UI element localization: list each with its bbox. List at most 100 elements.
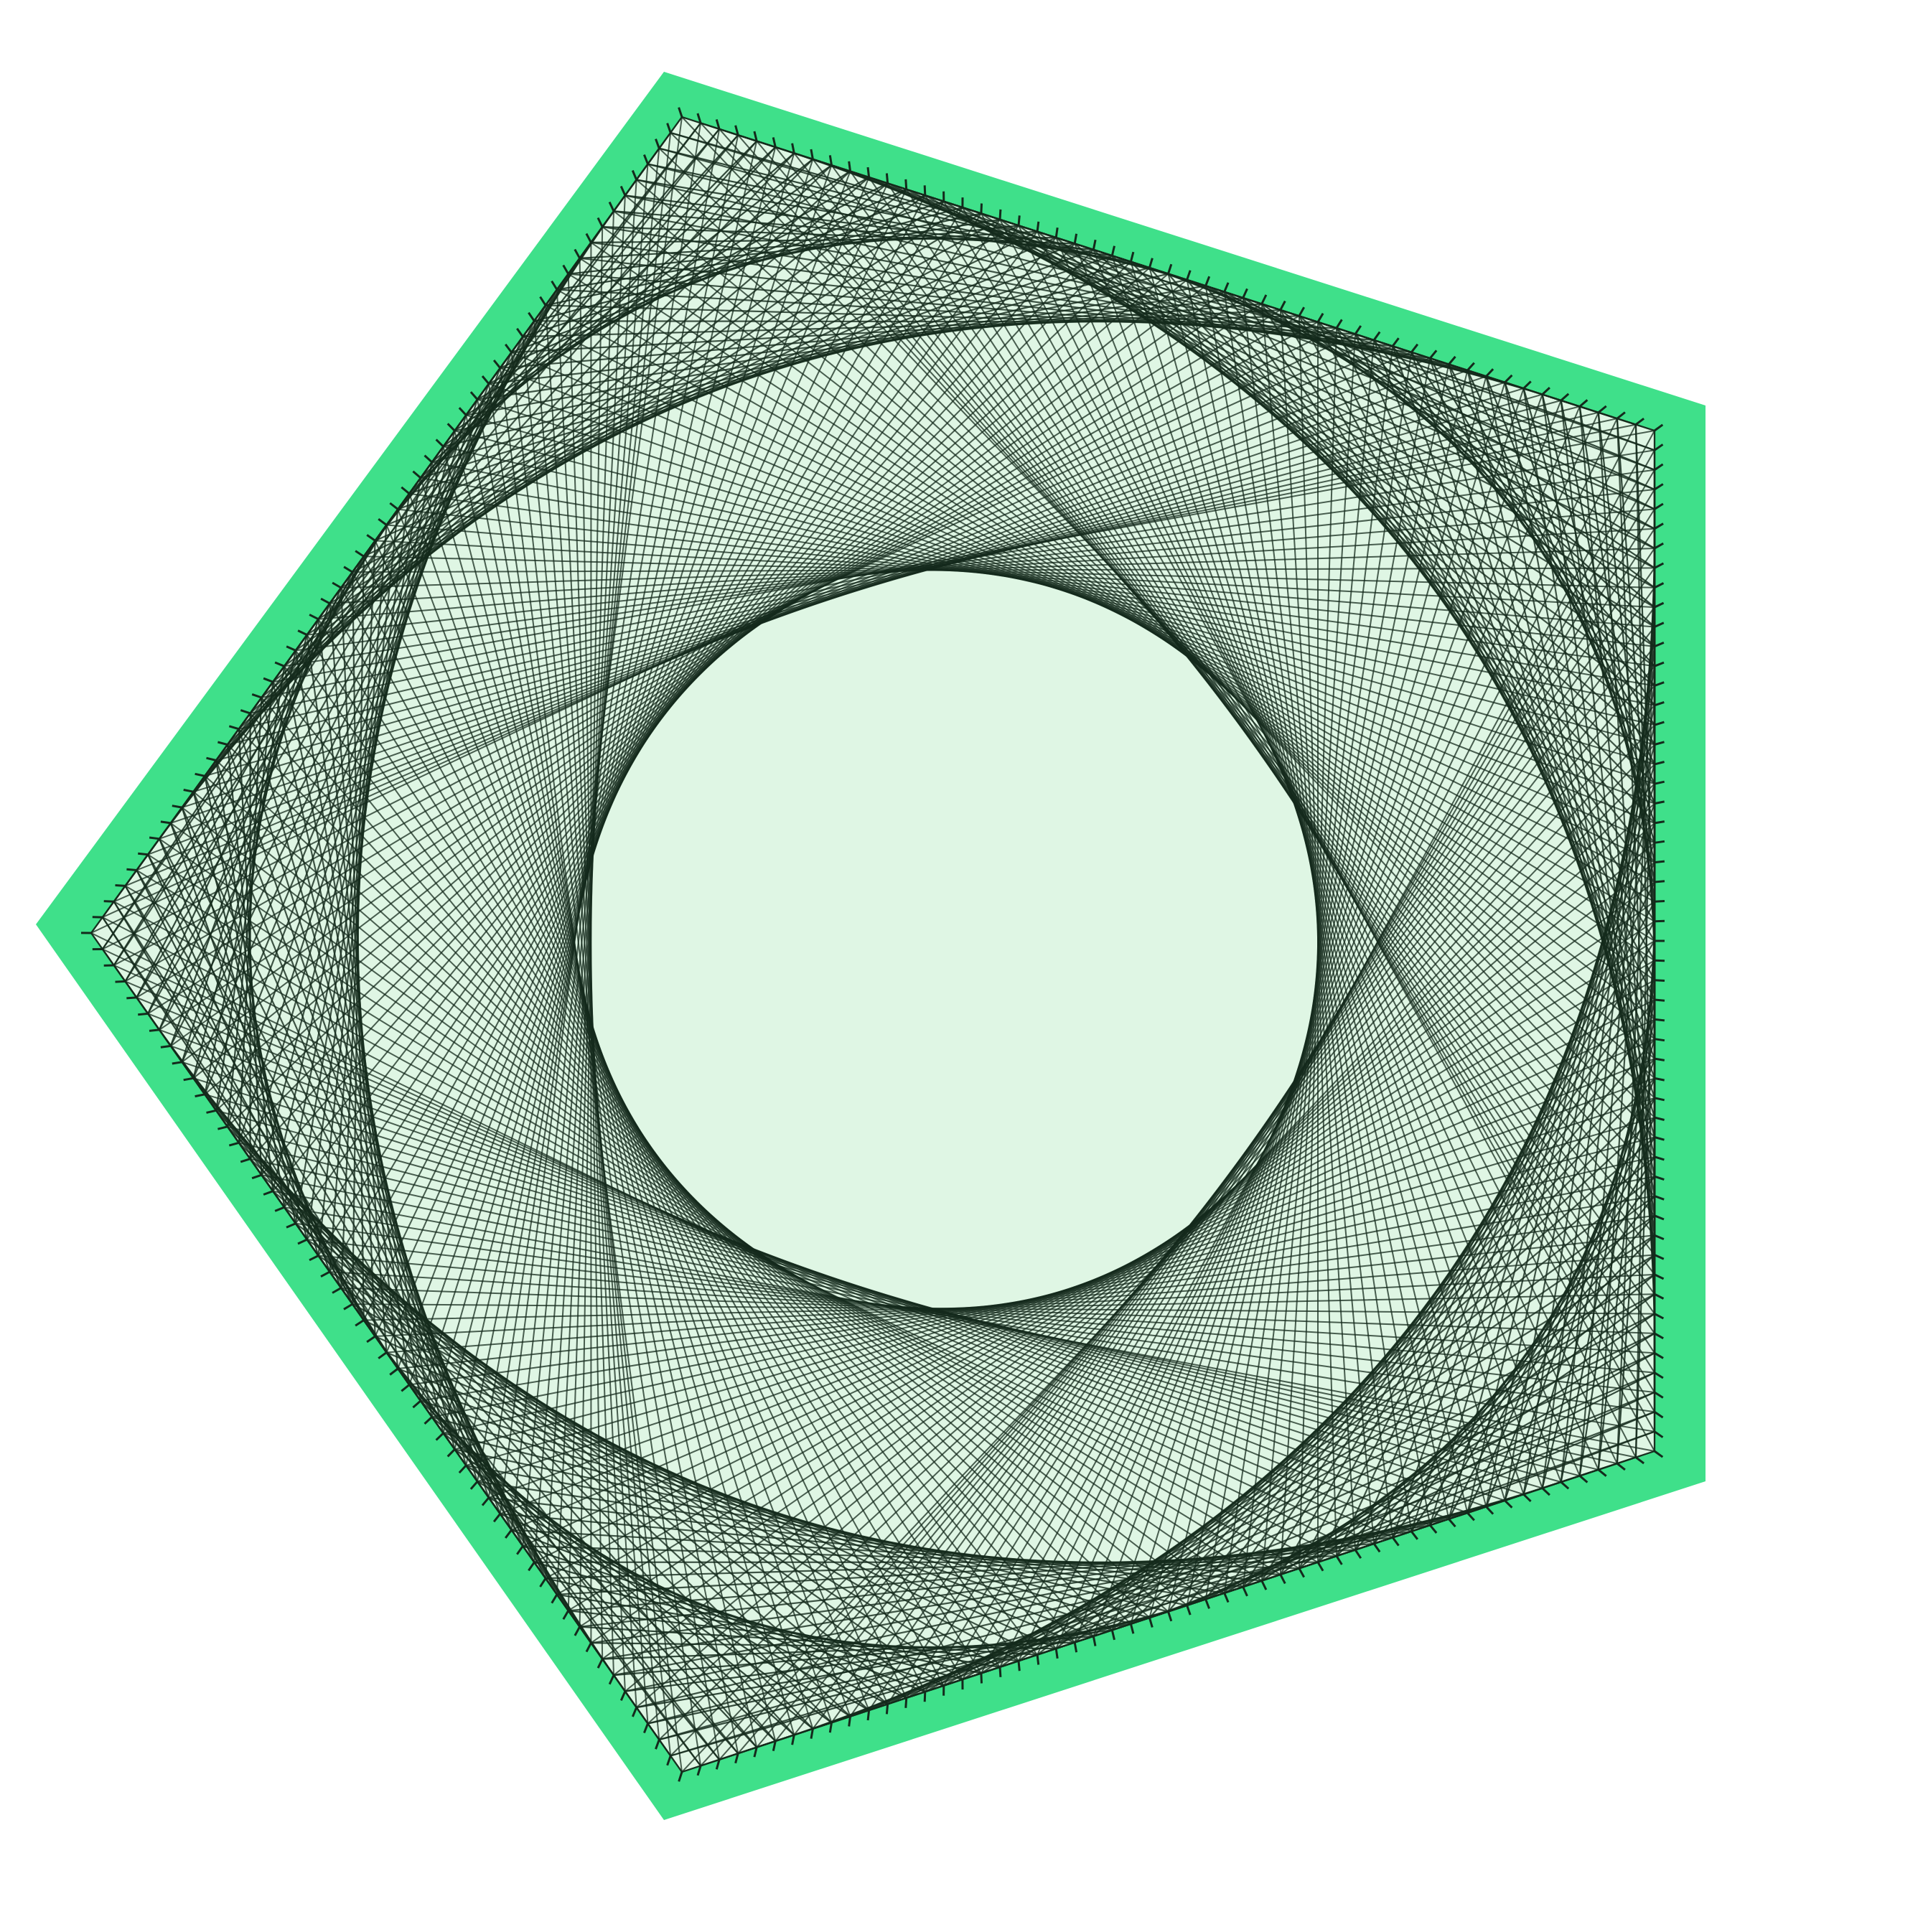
pin [772,137,777,148]
thread-middle [522,1545,1301,1570]
pin [828,155,833,166]
pin [848,161,851,172]
pin [1654,860,1665,864]
pin [274,1206,285,1212]
thread-middle [1074,243,1656,746]
pin [332,1287,342,1294]
pin [1654,800,1665,805]
pin [1242,1586,1248,1597]
pin [1654,1293,1665,1300]
pin [1560,1481,1570,1490]
pin [366,1335,376,1344]
pin [446,1448,456,1458]
pin [655,1739,660,1750]
pin [1129,251,1135,263]
pin [240,1158,251,1163]
thread-middle [249,170,851,715]
pin [1279,300,1286,311]
pin [528,1561,535,1572]
thread-inner [374,1273,1655,1337]
pin [217,1125,228,1130]
pin [1354,325,1362,335]
thread-inner [522,336,1655,863]
thread-inner [647,163,1655,1079]
pin [1504,374,1513,383]
thread-middle [374,1335,1057,1650]
thread-outer [397,1367,739,1755]
thread-middle [793,1430,1656,1736]
pin [596,217,604,228]
pin [1654,444,1664,451]
pin [1654,1371,1664,1379]
pin [1654,1136,1665,1141]
pin [678,1771,683,1782]
pin [1298,306,1306,317]
pin [1335,1555,1343,1565]
thread-inner [533,320,1655,883]
thread-middle [1410,783,1656,1532]
thread-inner [362,1293,1655,1321]
pin [138,852,149,856]
pin [160,1044,171,1049]
pin [1654,642,1665,648]
thread-inner [1130,381,1506,1625]
thread-inner [602,226,1655,1000]
thread-inner [579,257,1655,962]
thread-inner [340,587,945,1687]
pin [1654,483,1664,491]
thread-middle [158,1028,702,1767]
thread-inner [261,243,1076,1176]
thread-inner [329,602,963,1681]
pin [1410,343,1419,353]
pin [263,677,273,683]
pin [343,566,353,573]
pin [1654,721,1665,726]
pin [1073,1642,1078,1653]
thread-inner [215,400,1562,761]
thread-inner [1223,351,1413,1594]
pin [866,167,871,178]
pin [1654,1155,1665,1161]
thread-middle [670,131,1543,395]
pin [1092,239,1097,250]
pin [389,1367,399,1376]
thread-inner [924,194,1655,1393]
thread-inner [613,861,1655,1677]
pin [1654,1175,1665,1181]
pin [412,470,421,479]
pin [172,1061,182,1065]
thread-middle [261,176,870,699]
pin [1654,622,1665,628]
thread-inner [192,278,1188,1079]
pin [366,534,376,542]
pin [1654,1214,1665,1221]
pin [469,1481,479,1490]
pin [1129,1623,1135,1634]
pin [574,1626,581,1636]
pin [562,1610,570,1621]
pin [332,581,342,589]
pin [1541,387,1550,395]
pin [1654,1234,1665,1240]
pin [297,1238,308,1245]
thread-inner [329,1271,1655,1354]
thread-inner [352,1303,1655,1315]
thread-inner [352,571,926,1693]
pin [1054,1648,1059,1659]
thread-inner [204,393,1543,777]
pin [1654,1195,1665,1201]
pin [791,1735,795,1745]
pin [1654,900,1665,903]
pin [1391,1537,1400,1547]
thread-middle [90,932,627,1692]
pin [551,280,558,291]
thread-inner [477,398,721,1760]
thread-middle [192,791,524,1547]
pin [1092,1636,1097,1646]
pin [666,1755,672,1766]
pin [1654,423,1664,432]
pin [1410,1530,1418,1540]
pin [1654,880,1665,883]
pin [251,693,262,699]
pin [240,709,251,715]
